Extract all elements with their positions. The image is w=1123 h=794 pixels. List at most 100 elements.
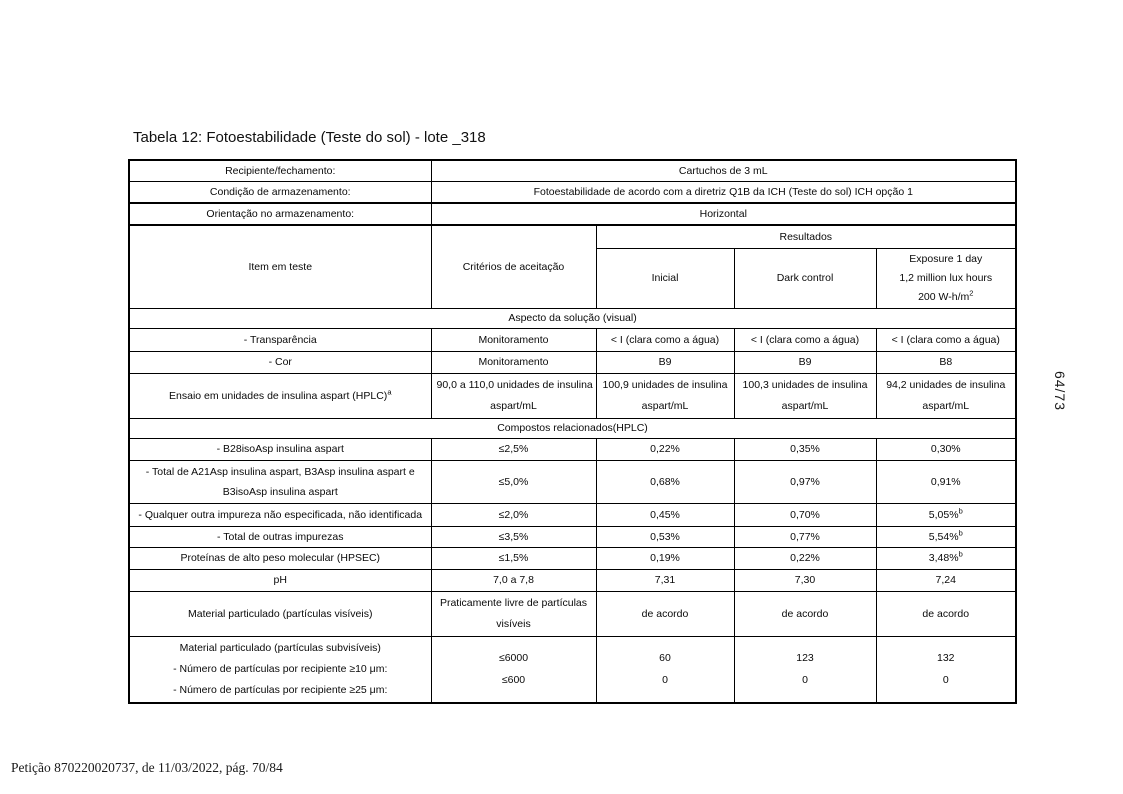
assay-superscript: a <box>387 387 392 396</box>
info-value: Horizontal <box>430 202 1017 226</box>
cell-line: 90,0 a 110,0 unidades de insulina <box>436 378 593 391</box>
cell-initial: 0,53% <box>595 525 735 548</box>
cell-dark-control: < I (clara como a água) <box>733 327 877 352</box>
cell-item: Proteínas de alto peso molecular (HPSEC) <box>128 546 432 570</box>
cell-exposure: 5,54%b <box>875 525 1017 548</box>
cell-line: Material particulado (partículas subvisí… <box>179 641 381 654</box>
cell-item: - Cor <box>128 350 432 374</box>
cell-criteria: 90,0 a 110,0 unidades de insulina aspart… <box>430 372 597 419</box>
row-subvisible-particles: Material particulado (partículas subvisí… <box>128 635 1017 703</box>
cell-exposure: 5,05%b <box>875 502 1017 527</box>
cell-line: 0 <box>802 674 808 686</box>
cell-initial: 7,31 <box>595 568 735 592</box>
cell-exposure: de acordo <box>875 590 1017 637</box>
cell-criteria: ≤1,5% <box>430 546 597 570</box>
header-row-columns: Inicial Dark control Exposure 1 day 1,2 … <box>129 247 1017 309</box>
cell-dark-control: B9 <box>733 350 877 374</box>
cell-initial: 0,19% <box>595 546 735 570</box>
cell-dark-control: de acordo <box>733 590 877 637</box>
row-cor: - Cor Monitoramento B9 B9 B8 <box>128 350 1017 374</box>
cell-exposure: 94,2 unidades de insulina aspart/mL <box>875 372 1017 419</box>
column-header-exposure: Exposure 1 day 1,2 million lux hours 200… <box>875 247 1017 309</box>
side-page-number: 64/73 <box>1052 370 1068 412</box>
cell-line: 100,3 unidades de insulina <box>742 378 868 391</box>
info-label: Condição de armazenamento: <box>128 180 432 204</box>
cell-line: Praticamente livre de partículas <box>439 596 588 609</box>
cell-dark-control: 123 0 <box>733 635 877 703</box>
info-label: Orientação no armazenamento: <box>128 202 432 226</box>
cell-criteria: Monitoramento <box>430 327 597 352</box>
cell-exposure-text: 5,54% <box>928 530 959 543</box>
info-label: Recipiente/fechamento: <box>128 159 432 182</box>
row-total-other-impurities: - Total de outras impurezas ≤3,5% 0,53% … <box>128 525 1017 548</box>
row-other-unspecified-impurity: - Qualquer outra impureza não especifica… <box>128 502 1017 527</box>
cell-item: - B28isoAsp insulina aspart <box>128 437 432 461</box>
cell-initial: 60 0 <box>595 635 735 703</box>
cell-dark-control: 0,22% <box>733 546 877 570</box>
cell-exposure: B8 <box>875 350 1017 374</box>
cell-line: 0 <box>942 674 949 686</box>
cell-criteria: Praticamente livre de partículas visívei… <box>430 590 597 637</box>
cell-item: - Transparência <box>128 327 432 352</box>
cell-dark-control: 0,70% <box>733 502 877 527</box>
cell-line: aspart/mL <box>781 399 829 412</box>
cell-line: 94,2 unidades de insulina <box>886 378 1006 391</box>
cell-initial: 100,9 unidades de insulina aspart/mL <box>595 372 735 419</box>
row-visible-particles: Material particulado (partículas visívei… <box>128 590 1017 637</box>
cell-exposure: 0,30% <box>875 437 1017 461</box>
cell-dark-control: 100,3 unidades de insulina aspart/mL <box>733 372 877 419</box>
assay-item-text: Ensaio em unidades de insulina aspart (H… <box>169 389 388 402</box>
info-row-condicao: Condição de armazenamento: Fotoestabilid… <box>128 180 1017 204</box>
cell-initial: < I (clara como a água) <box>595 327 735 352</box>
info-row-recipiente: Recipiente/fechamento: Cartuchos de 3 mL <box>128 159 1017 182</box>
cell-initial: 0,68% <box>595 459 735 504</box>
cell-exposure: 132 0 <box>875 635 1017 703</box>
cell-item: - Total de outras impurezas <box>128 525 432 548</box>
section-header-visual: Aspecto da solução (visual) <box>128 307 1017 329</box>
cell-item: Material particulado (partículas subvisí… <box>128 635 432 703</box>
photostability-table: Recipiente/fechamento: Cartuchos de 3 mL… <box>128 159 1018 704</box>
cell-line: 132 <box>937 652 955 664</box>
info-row-orientacao: Orientação no armazenamento: Horizontal <box>128 202 1017 226</box>
cell-line: 123 <box>796 652 814 664</box>
exposure-line: 200 W-h/m2 <box>882 288 1011 307</box>
cell-line: visíveis <box>496 617 531 630</box>
row-ph: pH 7,0 a 7,8 7,31 7,30 7,24 <box>128 568 1017 592</box>
footnote-superscript: b <box>958 506 963 515</box>
footnote-superscript: b <box>958 528 963 537</box>
row-assay: Ensaio em unidades de insulina aspart (H… <box>128 372 1017 419</box>
cell-initial: 0,45% <box>595 502 735 527</box>
cell-line: aspart/mL <box>641 399 689 412</box>
cell-item: - Qualquer outra impureza não especifica… <box>128 502 432 527</box>
cell-criteria: ≤6000 ≤600 <box>430 635 597 703</box>
row-b28isoasp: - B28isoAsp insulina aspart ≤2,5% 0,22% … <box>128 437 1017 461</box>
cell-criteria: Monitoramento <box>430 350 597 374</box>
column-header-criteria: Critérios de aceitação <box>430 224 597 309</box>
cell-dark-control: 0,97% <box>733 459 877 504</box>
cell-initial: de acordo <box>595 590 735 637</box>
row-total-a21asp: - Total de A21Asp insulina aspart, B3Asp… <box>128 459 1017 504</box>
cell-dark-control: 7,30 <box>733 568 877 592</box>
cell-line: ≤6000 <box>498 652 529 664</box>
cell-item: pH <box>128 568 432 592</box>
cell-criteria: ≤2,0% <box>430 502 597 527</box>
cell-line: - Número de partículas por recipiente ≥1… <box>173 662 388 675</box>
exposure-line-text: 200 W-h/m <box>918 290 970 303</box>
column-header-initial: Inicial <box>595 247 735 309</box>
cell-criteria: ≤5,0% <box>430 459 597 504</box>
column-group-results: Resultados <box>595 224 1017 249</box>
cell-exposure: 7,24 <box>875 568 1017 592</box>
footnote-superscript: b <box>958 549 963 559</box>
exposure-line: Exposure 1 day <box>909 252 983 265</box>
cell-line: aspart/mL <box>922 399 970 412</box>
cell-line: 0 <box>662 674 668 686</box>
info-value: Cartuchos de 3 mL <box>430 159 1017 182</box>
cell-initial: 0,22% <box>595 437 735 461</box>
cell-line: - Número de partículas por recipiente ≥2… <box>173 683 388 696</box>
column-header-dark-control: Dark control <box>733 247 877 309</box>
cell-exposure: < I (clara como a água) <box>875 327 1017 352</box>
cell-exposure: 3,48%b <box>875 546 1017 570</box>
cell-criteria: ≤3,5% <box>430 525 597 548</box>
cell-line: 60 <box>659 652 671 664</box>
